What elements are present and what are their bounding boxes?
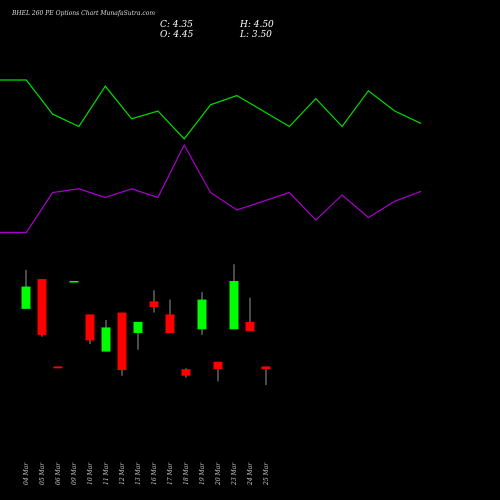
close-value: C: 4.35: [160, 20, 193, 30]
open-value: O: 4.45: [160, 30, 194, 40]
x-tick-label: 06 Mar: [55, 462, 62, 485]
x-tick-label: 24 Mar: [247, 462, 254, 486]
x-tick-label: 20 Mar: [215, 462, 222, 486]
green-indicator-line: [0, 79, 422, 140]
candle-body: [245, 321, 255, 332]
x-tick-label: 11 Mar: [103, 462, 110, 485]
x-tick-label: 23 Mar: [231, 462, 238, 486]
x-tick-label: 04 Mar: [23, 462, 30, 485]
x-tick-label: 09 Mar: [71, 462, 78, 485]
candle-body: [117, 312, 127, 371]
candle-body: [101, 327, 111, 352]
x-tick-label: 18 Mar: [183, 462, 190, 485]
candle-body: [165, 314, 175, 333]
x-tick-label: 05 Mar: [39, 462, 46, 485]
high-value: H: 4.50: [240, 20, 274, 30]
x-tick-label: 17 Mar: [167, 462, 174, 485]
chart-title: BHEL 260 PE Options Chart MunafaSutra.co…: [12, 10, 156, 17]
x-tick-label: 16 Mar: [151, 462, 158, 485]
candle-body: [149, 301, 159, 307]
candle-body: [53, 366, 63, 369]
candle-body: [21, 286, 31, 309]
x-tick-label: 13 Mar: [135, 462, 142, 485]
candle-body: [229, 281, 239, 330]
x-tick-label: 10 Mar: [87, 462, 94, 485]
candle-body: [181, 369, 191, 376]
x-tick-label: 12 Mar: [119, 462, 126, 485]
candle-body: [133, 321, 143, 333]
candle-body: [37, 279, 47, 335]
purple-indicator-line: [0, 143, 422, 234]
candle-body: [85, 314, 95, 341]
x-tick-label: 19 Mar: [199, 462, 206, 485]
candle-body: [261, 366, 271, 370]
candle-body: [213, 361, 223, 370]
candle-body: [197, 299, 207, 330]
candle-body: [69, 281, 79, 283]
low-value: L: 3.50: [240, 30, 272, 40]
x-tick-label: 25 Mar: [263, 462, 270, 486]
